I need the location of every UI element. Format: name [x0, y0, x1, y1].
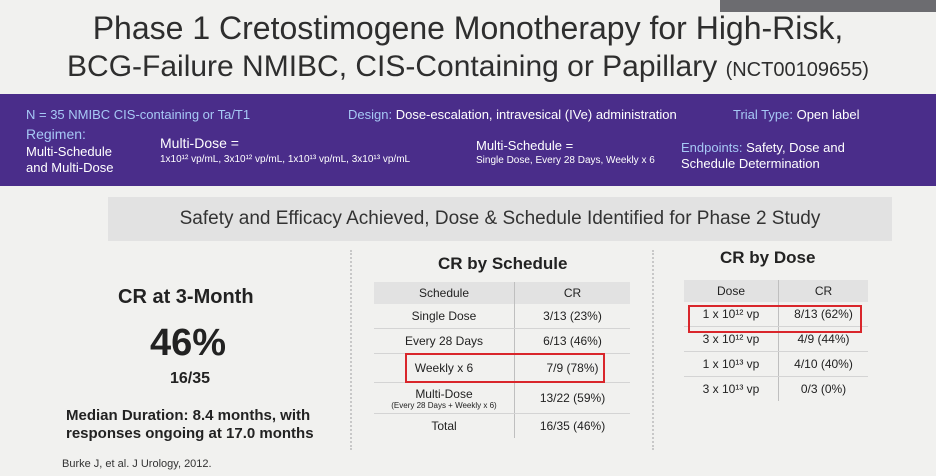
- schedule-cell: Single Dose: [374, 304, 515, 329]
- dose-cell: 1 x 10¹³ vp: [684, 351, 779, 377]
- design-info: Design: Dose-escalation, intravesical (I…: [348, 107, 677, 122]
- cr-cell: 4/10 (40%): [778, 351, 868, 377]
- median-line-1: Median Duration: 8.4 months, with: [66, 407, 311, 424]
- study-design-band: N = 35 NMIBC CIS-containing or Ta/T1 Des…: [0, 94, 936, 186]
- cr-cell: 13/22 (59%): [514, 382, 630, 414]
- dose-table: Dose CR 1 x 10¹² vp 8/13 (62%) 3 x 10¹² …: [684, 280, 868, 401]
- cr-cell: 6/13 (46%): [514, 328, 630, 354]
- dose-cell: 3 x 10¹² vp: [684, 326, 779, 352]
- trial-type-info: Trial Type: Open label: [733, 107, 859, 122]
- title-line-2-text: BCG-Failure NMIBC, CIS-Containing or Pap…: [67, 50, 718, 83]
- endpoints-line-2: Schedule Determination: [681, 156, 820, 171]
- cr-cell: 7/9 (78%): [514, 353, 630, 383]
- table-row: Every 28 Days 6/13 (46%): [374, 328, 630, 354]
- table-row: Weekly x 6 7/9 (78%): [374, 353, 630, 383]
- table-row: 3 x 10¹³ vp 0/3 (0%): [684, 376, 868, 401]
- multi-schedule-label: Multi-Schedule =: [476, 138, 574, 153]
- schedule-header-row: Schedule CR: [374, 282, 630, 304]
- dose-cell: 3 x 10¹³ vp: [702, 382, 760, 396]
- endpoints-label: Endpoints:: [681, 140, 743, 155]
- endpoints-line-1: Safety, Dose and: [746, 140, 845, 155]
- cr-fraction: 16/35: [170, 370, 211, 387]
- schedule-table: Schedule CR Single Dose 3/13 (23%) Every…: [374, 282, 630, 438]
- population-text: N = 35 NMIBC CIS-containing or Ta/T1: [26, 107, 251, 122]
- regimen-line-2: and Multi-Dose: [26, 160, 114, 175]
- table-row: Total 16/35 (46%): [374, 413, 630, 438]
- trial-type-text: Open label: [796, 107, 860, 122]
- design-text: Dose-escalation, intravesical (IVe) admi…: [395, 107, 677, 122]
- slide-title: Phase 1 Cretostimogene Monotherapy for H…: [0, 8, 936, 89]
- cr-cell: 16/35 (46%): [514, 413, 630, 438]
- endpoints-info: Endpoints: Safety, Dose and: [681, 140, 845, 155]
- median-line-2: responses ongoing at 17.0 months: [66, 425, 314, 442]
- schedule-table-title: CR by Schedule: [438, 254, 568, 273]
- multi-schedule-text: Single Dose, Every 28 Days, Weekly x 6: [476, 155, 655, 166]
- trial-id: (NCT00109655): [725, 59, 869, 81]
- schedule-header-schedule: Schedule: [374, 282, 515, 304]
- cr-percentage: 46%: [150, 322, 227, 364]
- weekly-highlight-box: [405, 353, 605, 383]
- citation: Burke J, et al. J Urology, 2012.: [62, 458, 212, 470]
- cr-3month-title: CR at 3-Month: [118, 286, 254, 308]
- table-row: Single Dose 3/13 (23%): [374, 304, 630, 329]
- dose-header-cr: CR: [778, 280, 868, 302]
- dose-header-row: Dose CR: [684, 280, 868, 302]
- design-label: Design:: [348, 107, 393, 122]
- regimen-label: Regimen:: [26, 126, 86, 142]
- multi-dose-text: 1x10¹² vp/mL, 3x10¹² vp/mL, 1x10¹³ vp/mL…: [160, 154, 411, 165]
- schedule-cell: Every 28 Days: [374, 328, 515, 354]
- schedule-cell: Multi-Dose (Every 28 Days + Weekly x 6): [374, 382, 515, 414]
- table-row: 3 x 10¹² vp 4/9 (44%): [684, 326, 868, 352]
- median-duration: Median Duration: 8.4 months, with respon…: [66, 407, 314, 443]
- table-row: Multi-Dose (Every 28 Days + Weekly x 6) …: [374, 382, 630, 414]
- trial-type-label: Trial Type:: [733, 107, 793, 122]
- cr-cell: 0/3 (0%): [778, 376, 868, 401]
- table-row: 1 x 10¹³ vp 4/10 (40%): [684, 351, 868, 377]
- dose-table-title: CR by Dose: [720, 248, 816, 267]
- dose-highlight-box: [688, 305, 862, 333]
- dose-header-dose: Dose: [684, 280, 779, 302]
- title-line-2: BCG-Failure NMIBC, CIS-Containing or Pap…: [0, 48, 936, 89]
- summary-banner: Safety and Efficacy Achieved, Dose & Sch…: [108, 197, 892, 241]
- column-divider-2: [652, 250, 654, 450]
- title-line-1: Phase 1 Cretostimogene Monotherapy for H…: [92, 10, 844, 46]
- multi-dose-label: Multi-Dose =: [160, 135, 239, 151]
- column-divider-1: [350, 250, 352, 450]
- cr-cell: 3/13 (23%): [514, 304, 630, 329]
- cr-cell: 4/9 (44%): [778, 326, 868, 352]
- schedule-cell-label: Multi-Dose: [415, 386, 473, 401]
- room-background: [720, 0, 936, 12]
- regimen-line-1: Multi-Schedule: [26, 144, 112, 159]
- schedule-cell-sublabel: (Every 28 Days + Weekly x 6): [391, 400, 497, 410]
- schedule-cell: Total: [431, 419, 457, 433]
- schedule-header-cr: CR: [514, 282, 630, 304]
